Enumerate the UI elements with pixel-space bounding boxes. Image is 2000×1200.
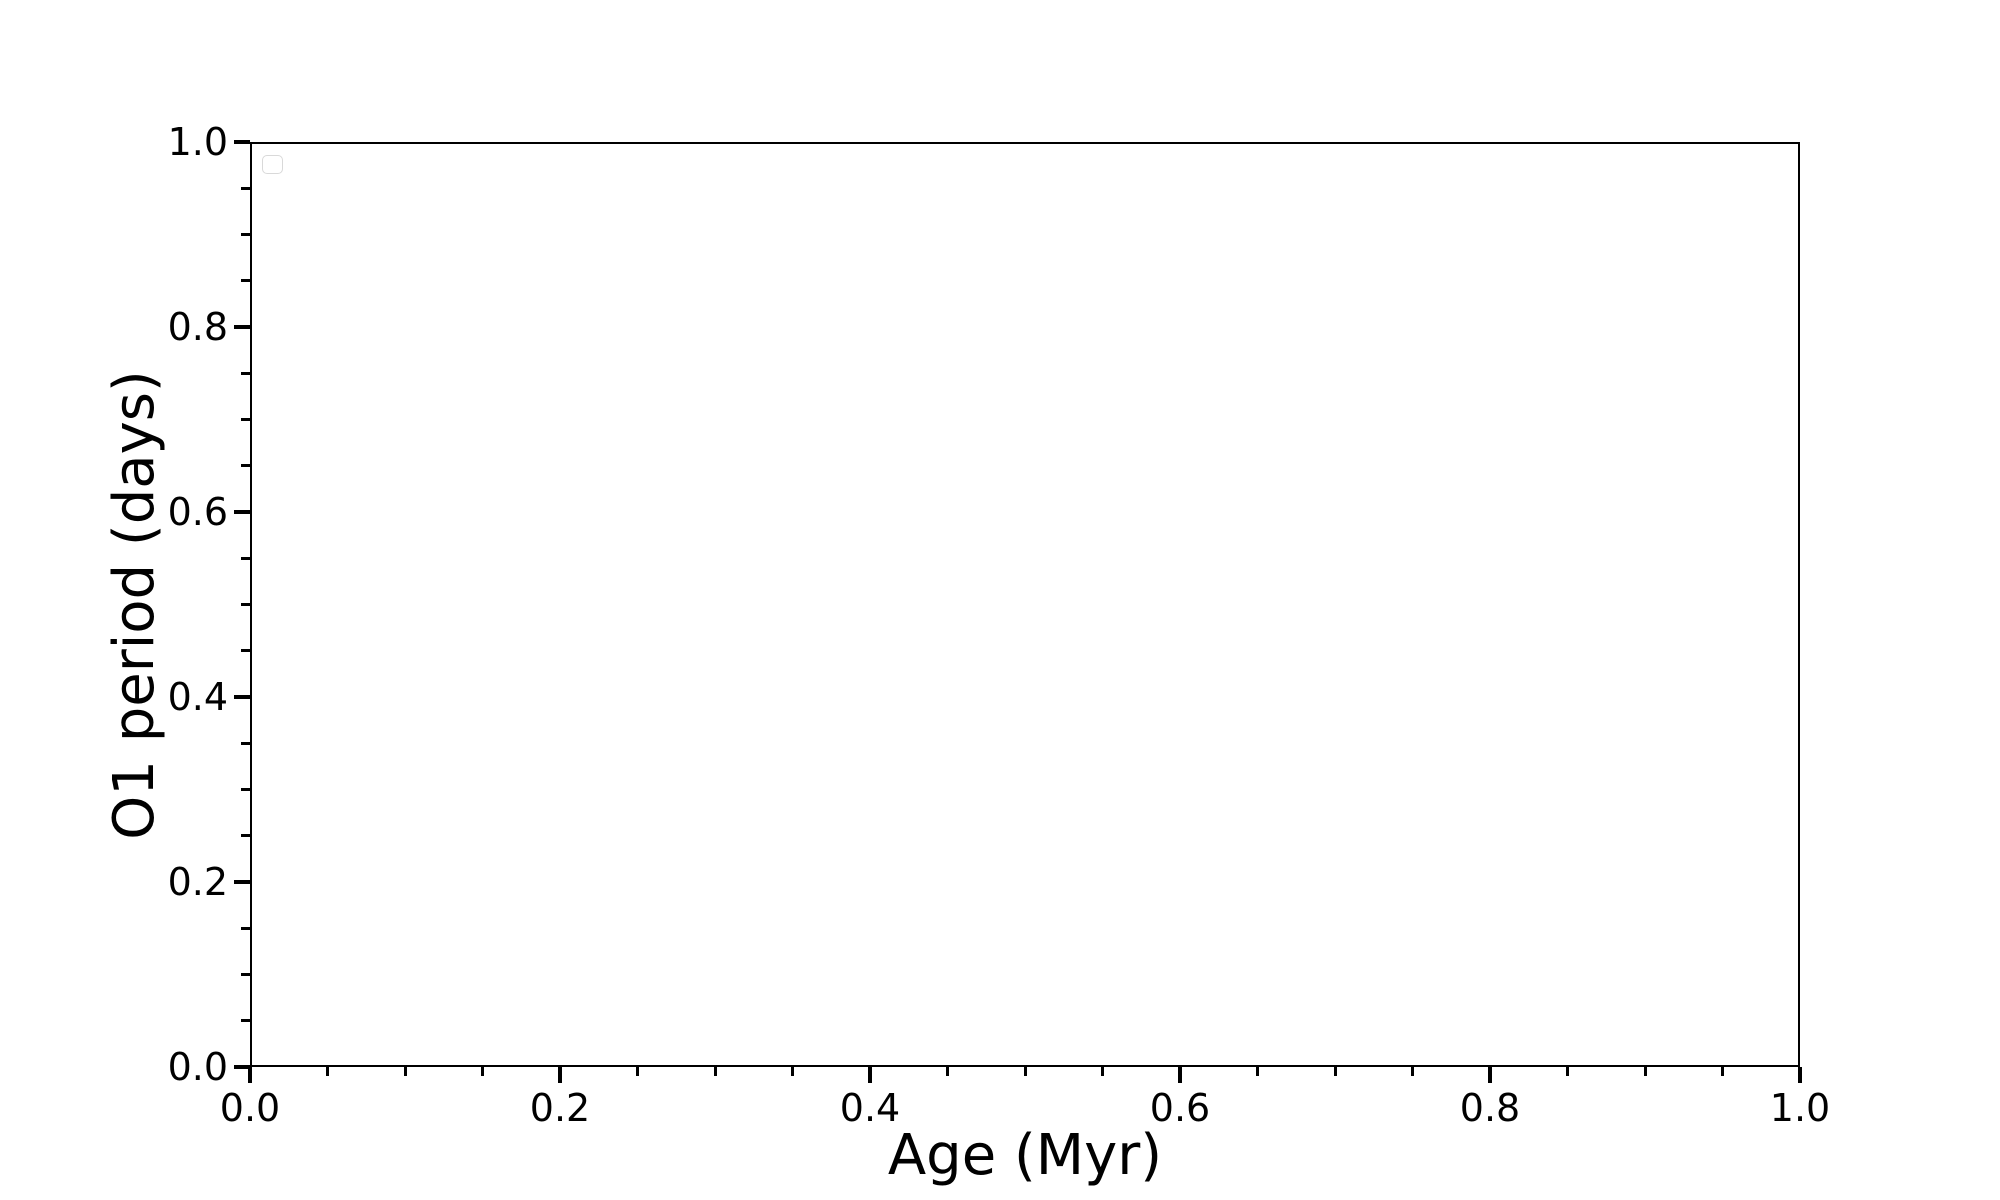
y-major-tick <box>234 880 250 884</box>
y-axis-label: O1 period (days) <box>102 369 168 840</box>
y-minor-tick <box>241 279 250 283</box>
plot-area: Age (Myr) O1 period (days) 0.0 0.2 0.4 0.6 0… <box>102 123 1830 1186</box>
x-minor-tick <box>1256 1067 1259 1076</box>
x-major-tick <box>1488 1067 1492 1083</box>
x-minor-tick <box>326 1067 329 1076</box>
y-minor-tick <box>241 649 250 653</box>
y-tick-label: 1.0 <box>167 120 228 164</box>
y-major-tick <box>234 1065 250 1069</box>
y-minor-tick <box>241 926 250 930</box>
y-tick-label: 0.4 <box>167 675 228 719</box>
x-tick-label: 0.4 <box>839 1086 901 1130</box>
x-major-tick <box>1798 1067 1802 1083</box>
x-minor-tick <box>1643 1067 1647 1076</box>
x-tick-label: 0.8 <box>1459 1086 1521 1130</box>
x-major-tick <box>868 1067 872 1083</box>
y-major-tick <box>234 510 250 514</box>
y-minor-tick <box>241 741 250 745</box>
y-minor-tick <box>241 464 250 468</box>
y-minor-tick <box>241 371 250 375</box>
x-minor-tick <box>481 1067 484 1076</box>
y-tick-label: 0.0 <box>167 1045 228 1089</box>
x-tick-label: 1.0 <box>1769 1086 1831 1130</box>
legend-box <box>262 155 283 174</box>
x-minor-tick <box>1333 1067 1337 1076</box>
y-minor-tick <box>241 233 250 236</box>
x-major-tick <box>558 1067 562 1083</box>
y-minor-tick <box>241 556 250 560</box>
x-major-tick <box>248 1067 252 1083</box>
y-minor-tick <box>241 834 250 838</box>
x-minor-tick <box>791 1067 794 1076</box>
y-minor-tick <box>241 418 250 421</box>
x-tick-label: 0.0 <box>219 1086 281 1130</box>
y-tick-label: 0.2 <box>167 860 228 904</box>
x-minor-tick <box>636 1067 639 1076</box>
y-major-tick <box>234 140 250 144</box>
y-major-tick <box>234 325 250 329</box>
y-minor-tick <box>241 973 250 976</box>
y-tick-label: 0.8 <box>167 305 228 349</box>
y-minor-tick <box>241 1019 250 1023</box>
axes-frame <box>250 142 1800 1067</box>
x-minor-tick <box>1566 1067 1569 1076</box>
x-minor-tick <box>1721 1067 1724 1076</box>
y-tick-label: 0.6 <box>167 490 228 534</box>
y-minor-tick <box>241 186 250 190</box>
y-minor-tick <box>241 603 250 606</box>
x-tick-label: 0.2 <box>529 1086 591 1130</box>
x-minor-tick <box>1023 1067 1027 1076</box>
x-tick-label: 0.6 <box>1149 1086 1211 1130</box>
x-minor-tick <box>946 1067 949 1076</box>
x-axis-label: Age (Myr) <box>887 1123 1163 1188</box>
x-minor-tick <box>1411 1067 1414 1076</box>
y-minor-tick <box>241 788 250 791</box>
x-minor-tick <box>403 1067 407 1076</box>
x-major-tick <box>1178 1067 1182 1083</box>
y-major-tick <box>234 695 250 699</box>
x-minor-tick <box>1101 1067 1104 1076</box>
x-minor-tick <box>713 1067 717 1076</box>
